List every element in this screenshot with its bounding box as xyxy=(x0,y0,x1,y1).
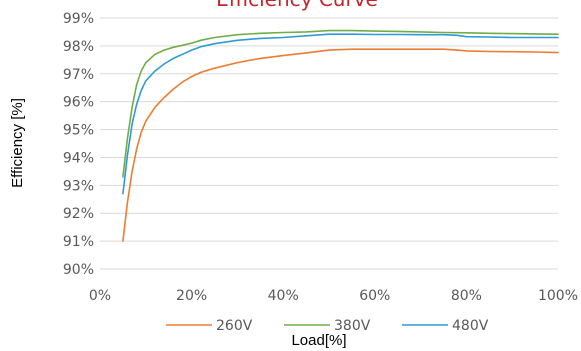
x-tick-label: 40% xyxy=(268,288,299,304)
series-line-260V xyxy=(122,48,559,242)
y-tick-label: 92% xyxy=(63,206,94,222)
x-axis-label: Load[%] xyxy=(291,332,346,349)
x-tick-label: 100% xyxy=(538,288,578,304)
legend-label-480V: 480V xyxy=(452,318,489,334)
legend: 260V 380V 480V xyxy=(166,318,489,334)
y-tick-label: 93% xyxy=(63,178,94,194)
y-tick-label: 99% xyxy=(63,11,94,27)
legend-label-260V: 260V xyxy=(216,318,253,334)
x-axis-ticks: 0% 20% 40% 60% 80% 100% xyxy=(89,288,578,304)
y-tick-label: 91% xyxy=(63,234,94,250)
series-line-380V xyxy=(122,29,559,178)
series-line-480V xyxy=(122,33,559,195)
legend-label-380V: 380V xyxy=(334,318,371,334)
y-tick-label: 98% xyxy=(63,39,94,55)
chart-title: Efficiency Curve xyxy=(216,0,378,11)
x-tick-label: 20% xyxy=(176,288,207,304)
grid-lines xyxy=(100,17,558,270)
y-tick-label: 96% xyxy=(63,95,94,111)
y-tick-label: 94% xyxy=(63,150,94,166)
y-axis-ticks: 90% 91% 92% 93% 94% 95% 96% 97% 98% 99% xyxy=(63,11,94,278)
y-axis-label: Efficiency [%] xyxy=(9,98,26,188)
y-tick-label: 95% xyxy=(63,123,94,139)
y-tick-label: 97% xyxy=(63,67,94,83)
x-tick-label: 0% xyxy=(89,288,111,304)
y-tick-label: 90% xyxy=(63,262,94,278)
x-tick-label: 60% xyxy=(359,288,390,304)
series-lines xyxy=(122,29,559,242)
x-tick-label: 80% xyxy=(451,288,482,304)
